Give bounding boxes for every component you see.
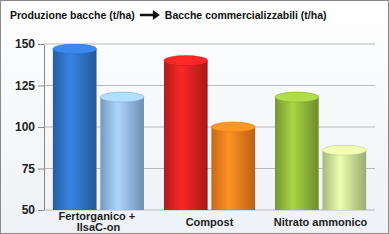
x-tick: Nitrato ammonico xyxy=(274,210,368,228)
y-tick-label: 100 xyxy=(15,120,35,134)
legend-arrow-head xyxy=(153,10,160,20)
bars xyxy=(53,44,366,210)
y-axis-line xyxy=(44,45,45,211)
bar-top xyxy=(53,44,97,54)
y-tick-mark xyxy=(38,127,44,128)
y-tick-label: 150 xyxy=(15,37,35,51)
legend-label: Bacche commercializzabili (t/ha) xyxy=(165,9,327,21)
x-tick-label: Compost xyxy=(186,216,234,228)
y-tick-label: 50 xyxy=(22,203,36,217)
chart: 50 75 100 125 150 Fertorganico + IlsaC-on Comp… xyxy=(0,0,389,234)
bar xyxy=(275,92,319,210)
bar-top xyxy=(322,145,366,155)
bar xyxy=(53,44,97,210)
y-tick-mark xyxy=(38,86,44,87)
x-tick-label: Fertorganico + IlsaC-on xyxy=(59,210,139,234)
bar xyxy=(322,145,366,210)
bar-top xyxy=(211,122,255,132)
y-tick-label: 75 xyxy=(22,162,36,176)
y-axis: 50 75 100 125 150 xyxy=(15,37,45,217)
bar xyxy=(211,122,255,210)
legend: Produzione bacche (t/ha) Bacche commercia… xyxy=(10,9,327,21)
bar-body xyxy=(275,97,319,210)
bar-top xyxy=(164,56,208,66)
bar-top xyxy=(275,92,319,102)
x-tick: Compost xyxy=(186,210,234,228)
bar-body xyxy=(53,49,97,210)
y-tick: 75 xyxy=(22,162,44,176)
chart-frame xyxy=(1,1,389,234)
y-tick: 100 xyxy=(15,120,44,134)
y-tick: 150 xyxy=(15,37,44,51)
bar xyxy=(164,56,208,210)
y-tick-label: 125 xyxy=(15,79,35,93)
bar-body xyxy=(100,97,144,210)
legend-label: Produzione bacche (t/ha) xyxy=(10,9,135,21)
grid xyxy=(44,44,375,210)
y-tick: 125 xyxy=(15,79,44,93)
bar-body xyxy=(322,150,366,210)
bar-body xyxy=(164,61,208,210)
x-tick-label: Nitrato ammonico xyxy=(274,216,368,228)
y-tick-mark xyxy=(38,169,44,170)
plot-area: 50 75 100 125 150 Fertorganico + IlsaC-on Comp… xyxy=(15,37,376,233)
bar-top xyxy=(100,92,144,102)
x-axis: Fertorganico + IlsaC-on Compost Nitrato am… xyxy=(45,210,376,234)
legend-arrow xyxy=(140,14,154,17)
grid-line xyxy=(44,44,375,45)
y-tick: 50 xyxy=(22,203,44,217)
x-tick: Fertorganico + IlsaC-on xyxy=(59,210,139,234)
y-tick-mark xyxy=(38,44,44,45)
bar xyxy=(100,92,144,210)
y-tick-mark xyxy=(38,210,44,211)
bar-body xyxy=(211,127,255,210)
